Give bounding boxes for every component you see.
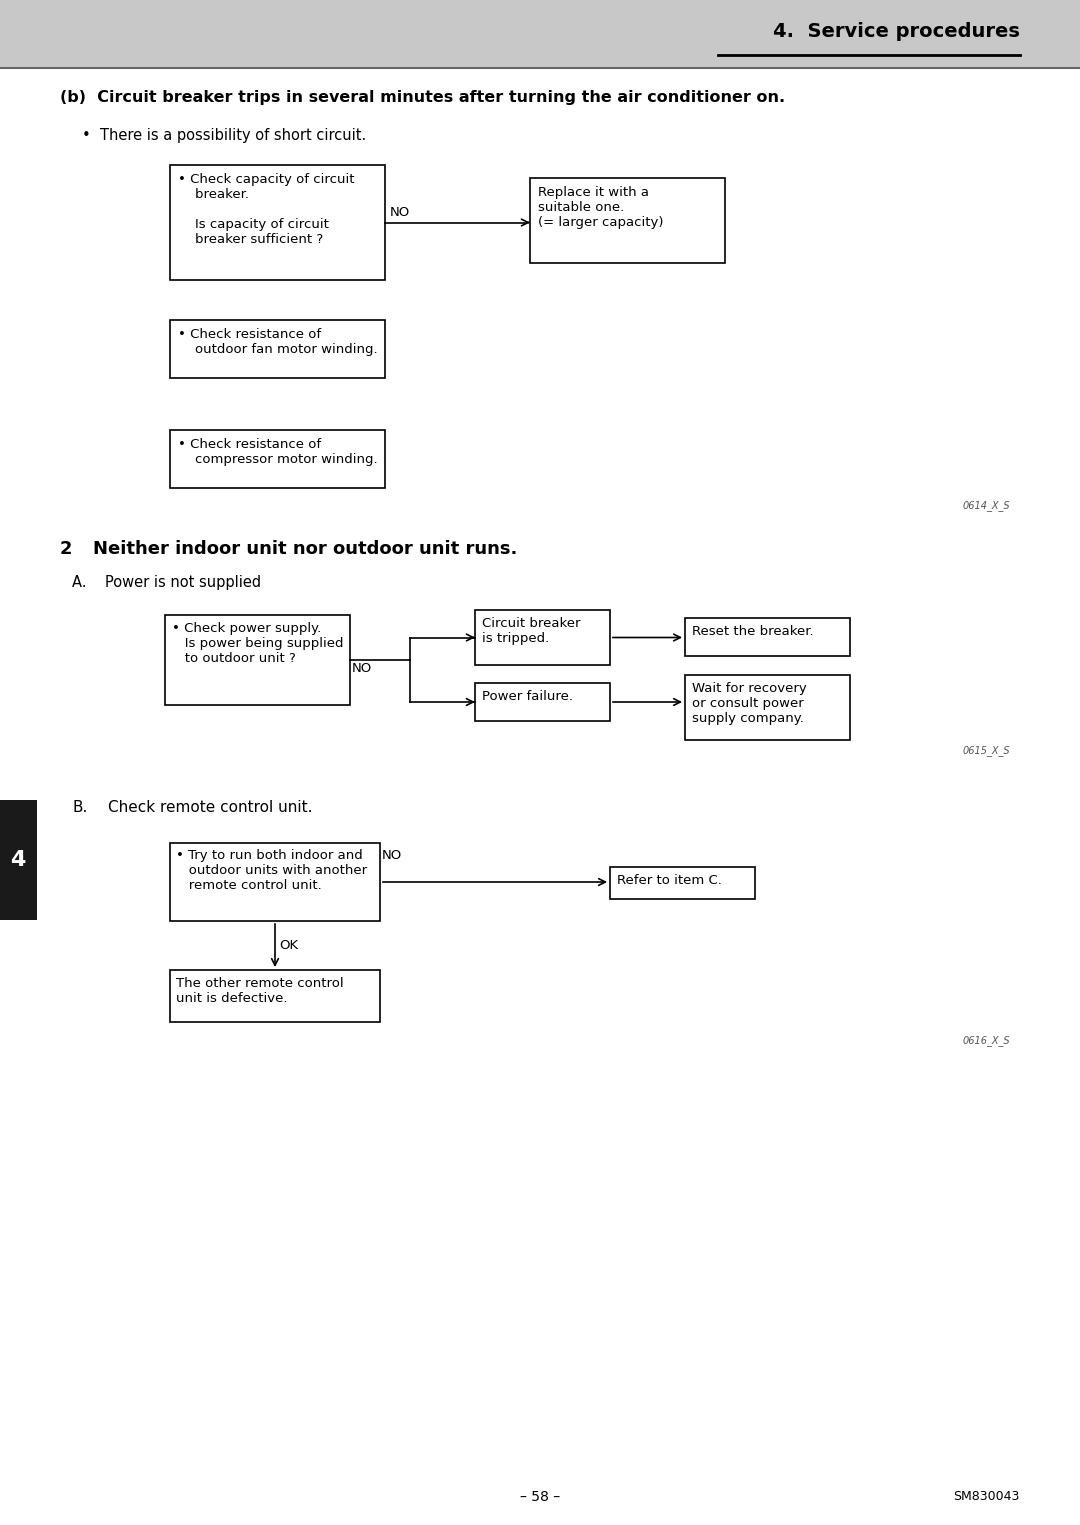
Text: Power failure.: Power failure. [482, 689, 573, 703]
Text: Check remote control unit.: Check remote control unit. [108, 801, 312, 814]
Bar [170, 843, 380, 921]
Bar [170, 165, 384, 281]
Text: Reset the breaker.: Reset the breaker. [692, 625, 813, 637]
Text: SM830043: SM830043 [954, 1490, 1020, 1504]
Text: NO: NO [390, 206, 410, 220]
Text: • Check power supply.
   Is power being supplied
   to outdoor unit ?: • Check power supply. Is power being sup… [172, 622, 343, 665]
Bar [170, 320, 384, 378]
Text: B.: B. [72, 801, 87, 814]
Text: 4: 4 [11, 849, 26, 869]
Text: • Check capacity of circuit
    breaker.

    Is capacity of circuit
    breaker: • Check capacity of circuit breaker. Is … [178, 172, 354, 246]
Bar [170, 430, 384, 488]
Bar [475, 610, 610, 665]
Bar [0, 0, 1080, 69]
Text: Replace it with a
suitable one.
(= larger capacity): Replace it with a suitable one. (= large… [538, 186, 663, 229]
Text: OK: OK [279, 939, 298, 952]
Text: 2: 2 [60, 540, 72, 558]
Text: 0615_X_S: 0615_X_S [962, 746, 1010, 756]
Text: •  There is a possibility of short circuit.: • There is a possibility of short circui… [82, 128, 366, 143]
Text: NO: NO [352, 662, 373, 676]
Text: Neither indoor unit nor outdoor unit runs.: Neither indoor unit nor outdoor unit run… [93, 540, 517, 558]
Bar [530, 178, 725, 262]
Text: • Check resistance of
    outdoor fan motor winding.: • Check resistance of outdoor fan motor … [178, 328, 378, 355]
Text: Wait for recovery
or consult power
supply company.: Wait for recovery or consult power suppl… [692, 682, 807, 724]
Text: A.    Power is not supplied: A. Power is not supplied [72, 575, 261, 590]
Bar [685, 618, 850, 656]
Bar [610, 868, 755, 900]
Text: The other remote control
unit is defective.: The other remote control unit is defecti… [176, 978, 343, 1005]
Text: NO: NO [382, 849, 402, 862]
Text: Circuit breaker
is tripped.: Circuit breaker is tripped. [482, 618, 581, 645]
Bar [170, 970, 380, 1022]
Text: • Check resistance of
    compressor motor winding.: • Check resistance of compressor motor w… [178, 438, 378, 467]
Bar [475, 683, 610, 721]
Text: • Try to run both indoor and
   outdoor units with another
   remote control uni: • Try to run both indoor and outdoor uni… [176, 849, 367, 892]
Bar [685, 676, 850, 740]
Bar [165, 615, 350, 705]
Text: 0616_X_S: 0616_X_S [962, 1035, 1010, 1046]
Text: Refer to item C.: Refer to item C. [617, 874, 721, 888]
Text: (b)  Circuit breaker trips in several minutes after turning the air conditioner : (b) Circuit breaker trips in several min… [60, 90, 785, 105]
Text: 4.  Service procedures: 4. Service procedures [773, 21, 1020, 41]
Bar [0, 801, 37, 920]
Text: – 58 –: – 58 – [519, 1490, 561, 1504]
Text: 0614_X_S: 0614_X_S [962, 500, 1010, 511]
